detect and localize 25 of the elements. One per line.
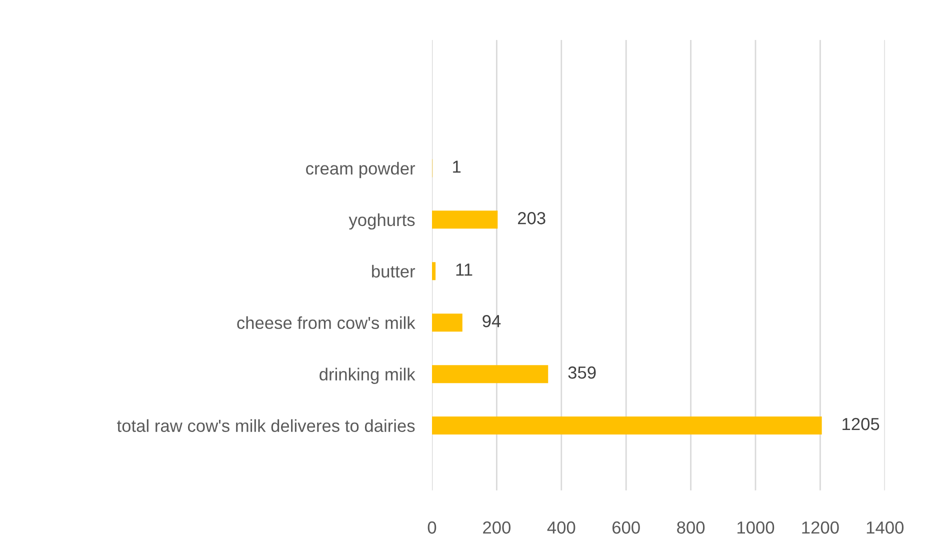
x-tick-label: 1000 bbox=[738, 521, 774, 534]
x-tick-label: 200 bbox=[483, 521, 510, 534]
bar bbox=[432, 262, 436, 280]
data-label: 1 bbox=[453, 160, 461, 173]
bar bbox=[432, 416, 822, 435]
bar bbox=[432, 210, 498, 229]
bar bbox=[432, 314, 462, 332]
y-tick-label: total raw cow's milk deliveres to dairies bbox=[117, 419, 415, 432]
x-tick-label: 600 bbox=[612, 521, 640, 534]
data-label: 11 bbox=[456, 264, 472, 276]
x-tick-label: 800 bbox=[677, 521, 705, 534]
data-label: 94 bbox=[482, 314, 501, 328]
data-label: 1205 bbox=[842, 418, 880, 430]
y-tick-label: drinking milk bbox=[320, 368, 416, 384]
bar bbox=[432, 365, 548, 384]
y-tick-label: cream powder bbox=[306, 162, 416, 178]
y-tick-label: yoghurts bbox=[348, 213, 415, 230]
x-tick-label: 400 bbox=[547, 521, 576, 534]
x-tick-label: 1400 bbox=[866, 521, 904, 534]
y-tick-label: cheese from cow's milk bbox=[237, 316, 416, 330]
x-tick-label: 0 bbox=[428, 521, 436, 534]
data-label: 359 bbox=[568, 366, 596, 379]
y-tick-label: butter bbox=[372, 264, 416, 278]
data-label: 203 bbox=[518, 212, 546, 224]
x-tick-label: 1200 bbox=[802, 521, 839, 534]
